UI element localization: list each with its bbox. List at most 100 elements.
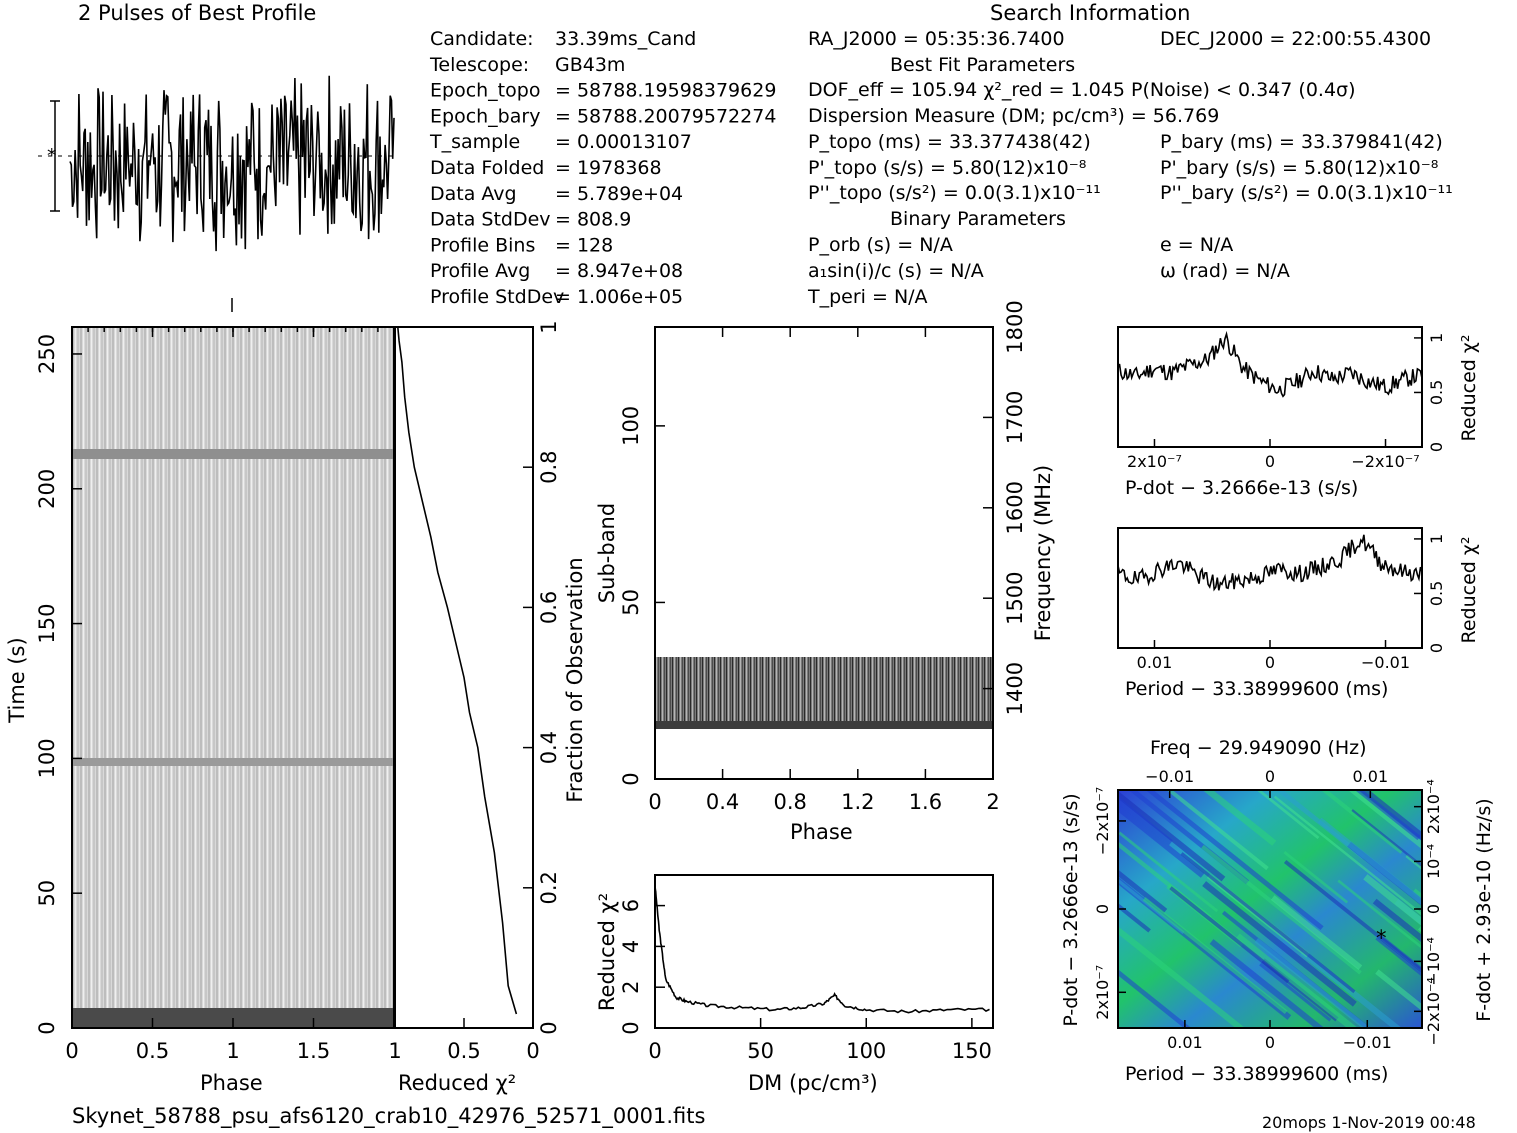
footer-filename: Skynet_58788_psu_afs6120_crab10_42976_52… xyxy=(72,1104,705,1129)
ppdot-top-tick-label: 0 xyxy=(1265,767,1275,786)
ppdot-xtick-label: 0 xyxy=(1265,1033,1275,1052)
info-key: Candidate: xyxy=(430,28,534,50)
pdot-ytick-label: 0.5 xyxy=(1427,380,1446,405)
info-key: Profile Bins xyxy=(430,234,535,256)
pdot-xtick-label: −2x10⁻⁷ xyxy=(1351,452,1419,471)
ppdot-streak xyxy=(1166,790,1269,871)
subband-xlabel: Phase xyxy=(790,820,853,844)
subband-bottom-band xyxy=(655,721,993,729)
dm-ytick-label: 6 xyxy=(619,899,643,912)
profile-curve xyxy=(69,75,395,252)
time-phase-band-100 xyxy=(72,758,394,766)
p-pdot-plane: Freq − 29.949090 (Hz) * 0.01 0 −0.01 −0.01 0… xyxy=(1060,737,1517,1085)
dm-ylabel: Reduced χ² xyxy=(595,893,619,1011)
info-key: Data StdDev xyxy=(430,209,551,231)
ppdot-title: Freq − 29.949090 (Hz) xyxy=(1150,737,1367,759)
frequency-ytick-label: 1800 xyxy=(1003,300,1027,353)
info-value: = 8.947e+08 xyxy=(555,260,683,282)
pdot-xlabel: P-dot − 3.2666e-13 (s/s) xyxy=(1125,477,1358,499)
period-ytick-label: 1 xyxy=(1427,534,1446,544)
period-chi2-curve xyxy=(1117,534,1423,592)
dm-xtick-label: 50 xyxy=(747,1039,774,1063)
time-phase-ytick-label: 250 xyxy=(35,334,59,374)
p-topo: P_topo (ms) = 33.377438(42) xyxy=(808,131,1091,153)
pdot-ytick-label: 0 xyxy=(1427,442,1446,452)
info-key: Epoch_bary xyxy=(430,105,540,127)
period-xtick-label: −0.01 xyxy=(1361,653,1410,672)
ppdot-streak xyxy=(1320,790,1404,854)
subband-xtick-label: 0 xyxy=(648,790,661,814)
ppdot-streak xyxy=(1201,844,1362,975)
period-ytick-label: 0 xyxy=(1427,643,1446,653)
subband-plot: 0 0.4 0.8 1.2 1.6 2 0 50 100 1400 1500 1600 1700 1800… xyxy=(595,300,1055,844)
info-key: Epoch_topo xyxy=(430,80,540,102)
dm-chi2-frame xyxy=(654,874,994,1029)
info-value: = 1.006e+05 xyxy=(555,286,683,308)
ppdot-streak xyxy=(1283,851,1349,904)
time-phase-ylabel: Time (s) xyxy=(5,637,29,723)
info-value: = 58788.20079572274 xyxy=(555,105,776,127)
ppdot-streak xyxy=(1354,790,1421,841)
period-chi2-plot: 0.01 0 −0.01 0 0.5 1 Period − 33.38999600 (ms… xyxy=(1117,527,1480,700)
ppdot-xtick-label: 0.01 xyxy=(1167,1033,1203,1052)
ppdot-streak xyxy=(1254,937,1371,1028)
dm-xtick-label: 100 xyxy=(846,1039,886,1063)
time-phase-ytick-label: 150 xyxy=(35,604,59,644)
fraction-ytick-label: 1 xyxy=(537,320,561,333)
pdot-ylabel: Reduced χ² xyxy=(1458,335,1480,442)
ppdot-y2tick-label: −2x10⁻⁴ xyxy=(1424,977,1443,1045)
subband-xtick-label: 0.8 xyxy=(773,790,806,814)
time-phase-image xyxy=(72,327,394,1028)
ppdot-best-marker: * xyxy=(1376,926,1387,950)
ppdot-streak xyxy=(1145,790,1324,931)
subband-xtick-label: 0.4 xyxy=(706,790,739,814)
ppdot-streak xyxy=(1513,835,1517,887)
ppdot-streak xyxy=(1118,831,1219,913)
ppdot-ytick-label: −2x10⁻⁷ xyxy=(1093,787,1112,855)
ppdot-streak xyxy=(1118,969,1192,1028)
time-phase-xlabel: Phase xyxy=(200,1071,263,1095)
tperi-text: T_peri = N/A xyxy=(807,286,928,308)
frequency-ytick-label: 1400 xyxy=(1003,662,1027,715)
pulse-profile-plot: * xyxy=(38,75,395,252)
period-ylabel: Reduced χ² xyxy=(1458,537,1480,644)
ppdot-streak xyxy=(1513,738,1517,884)
ppdot-xtick-label: −0.01 xyxy=(1343,1033,1392,1052)
ppdot-streak xyxy=(1372,898,1422,943)
ppdot-streak xyxy=(1118,869,1168,913)
time-phase-xtick-label: 1 xyxy=(226,1039,239,1063)
chi2-fraction-ylabel: Fraction of Observation xyxy=(563,557,587,802)
pdot-chi2-plot: 2x10⁻⁷ 0 −2x10⁻⁷ 0 0.5 1 P-dot − 3.2666e-13 (… xyxy=(1117,326,1480,499)
dm-xlabel: DM (pc/cm³) xyxy=(748,1071,878,1095)
pdot-bary: P'_bary (s/s) = 5.80(12)x10⁻⁸ xyxy=(1160,157,1438,179)
time-phase-ytick-label: 0 xyxy=(35,1021,59,1034)
pdot-xtick-label: 0 xyxy=(1265,452,1275,471)
subband-xtick-label: 1.6 xyxy=(909,790,942,814)
subband-ylabel: Sub-band xyxy=(595,503,619,603)
time-phase-xtick-label: 0.5 xyxy=(136,1039,169,1063)
fraction-xtick-label: 0 xyxy=(526,1039,539,1063)
pdot-xtick-label: 2x10⁻⁷ xyxy=(1127,452,1182,471)
ppdot-streak xyxy=(1209,939,1325,1028)
ppdot-ylabel: P-dot − 3.2666e-13 (s/s) xyxy=(1060,793,1082,1026)
info-value: = 0.00013107 xyxy=(555,131,692,153)
dm-ytick-label: 2 xyxy=(619,981,643,994)
dm-ytick-label: 0 xyxy=(619,1021,643,1034)
candidate-info: Candidate: 33.39ms_Cand Telescope: GB43m Epo… xyxy=(429,28,776,308)
ppdot-streak xyxy=(1498,975,1517,1035)
time-phase-ytick-label: 100 xyxy=(35,738,59,778)
period-ytick-label: 0.5 xyxy=(1427,581,1446,606)
pdot-topo: P'_topo (s/s) = 5.80(12)x10⁻⁸ xyxy=(808,157,1086,179)
frequency-ytick-label: 1500 xyxy=(1003,571,1027,624)
omega-text: ω (rad) = N/A xyxy=(1160,260,1290,282)
ppdot-streak xyxy=(1118,926,1246,1028)
period-xtick-label: 0 xyxy=(1265,653,1275,672)
ppdot-streak xyxy=(1502,801,1517,889)
ppdot-streak xyxy=(1273,795,1422,917)
info-value: = 58788.19598379629 xyxy=(555,80,776,102)
dec-text: DEC_J2000 = 22:00:55.4300 xyxy=(1160,28,1431,50)
ppdot-streak xyxy=(1300,949,1402,1028)
ppdot-ytick-label: 0 xyxy=(1093,904,1112,914)
profile-title: 2 Pulses of Best Profile xyxy=(78,1,316,25)
time-phase-band-210 xyxy=(72,449,394,459)
